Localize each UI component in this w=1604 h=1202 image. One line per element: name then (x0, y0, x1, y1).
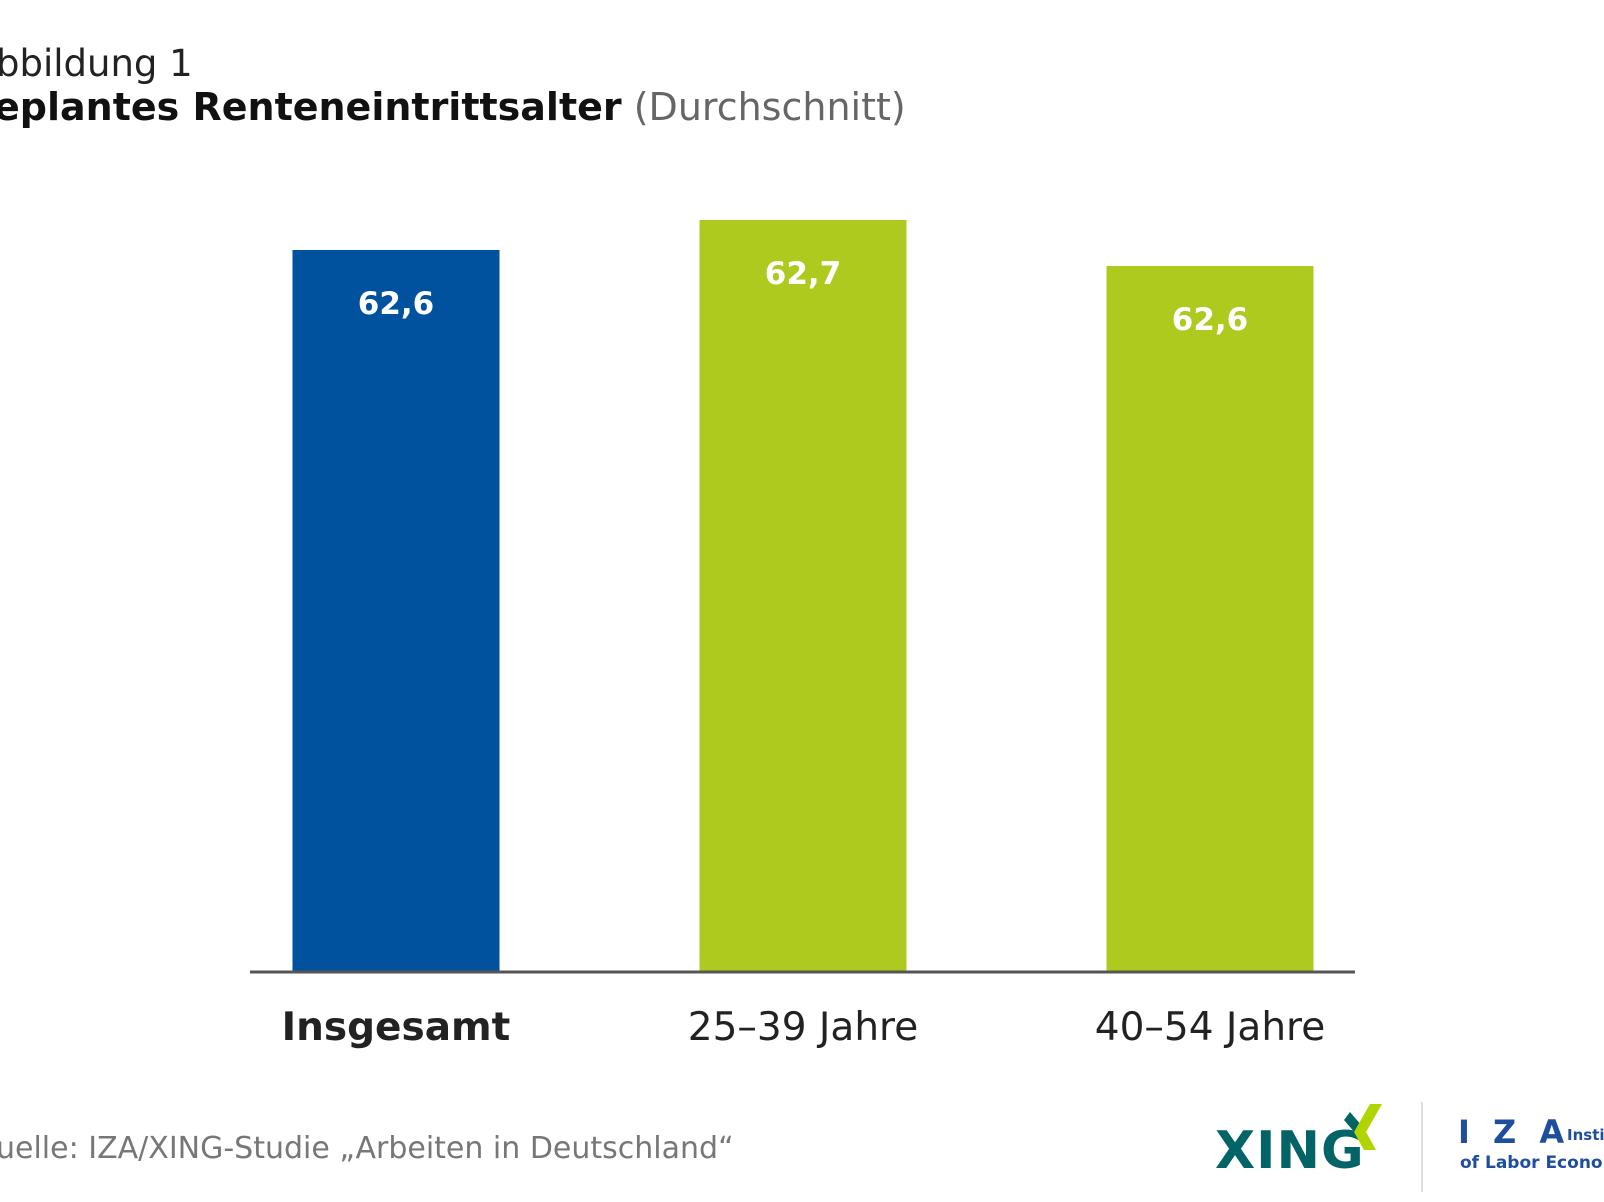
figure-title-bold: eplantes Renteneintrittsalter (0, 85, 622, 129)
bar-value-label-2: 62,7 (765, 256, 842, 292)
iza-logo: I Z A Insti of Labor Econo (1458, 1113, 1604, 1173)
bar-3 (1106, 266, 1314, 972)
bar-group (292, 220, 1314, 972)
iza-logo-line1: Insti (1567, 1126, 1604, 1144)
bar-2 (699, 220, 907, 972)
bar-1 (292, 250, 500, 972)
bar-value-label-1: 62,6 (358, 286, 435, 322)
value-label-group: 62,6 62,7 62,6 (358, 256, 1249, 338)
category-label-1: Insgesamt (282, 1005, 511, 1050)
xing-x-icon (1344, 1104, 1382, 1150)
xing-logo: XING (1215, 1104, 1382, 1181)
iza-logo-line2: of Labor Econo (1460, 1153, 1603, 1173)
category-label-3: 40–54 Jahre (1095, 1005, 1325, 1050)
bar-value-label-3: 62,6 (1172, 302, 1249, 338)
category-label-2: 25–39 Jahre (688, 1005, 918, 1050)
xing-logo-text: XING (1215, 1121, 1365, 1181)
source-note: uelle: IZA/XING-Studie „Arbeiten in Deut… (0, 1131, 734, 1166)
figure-title-light: (Durchschnitt) (634, 85, 906, 129)
figure-title: eplantes Renteneintrittsalter (Durchschn… (0, 85, 906, 129)
figure-kicker: bbildung 1 (0, 42, 193, 85)
iza-logo-letters: I Z A (1458, 1113, 1570, 1151)
category-label-group: Insgesamt 25–39 Jahre 40–54 Jahre (282, 1005, 1326, 1050)
